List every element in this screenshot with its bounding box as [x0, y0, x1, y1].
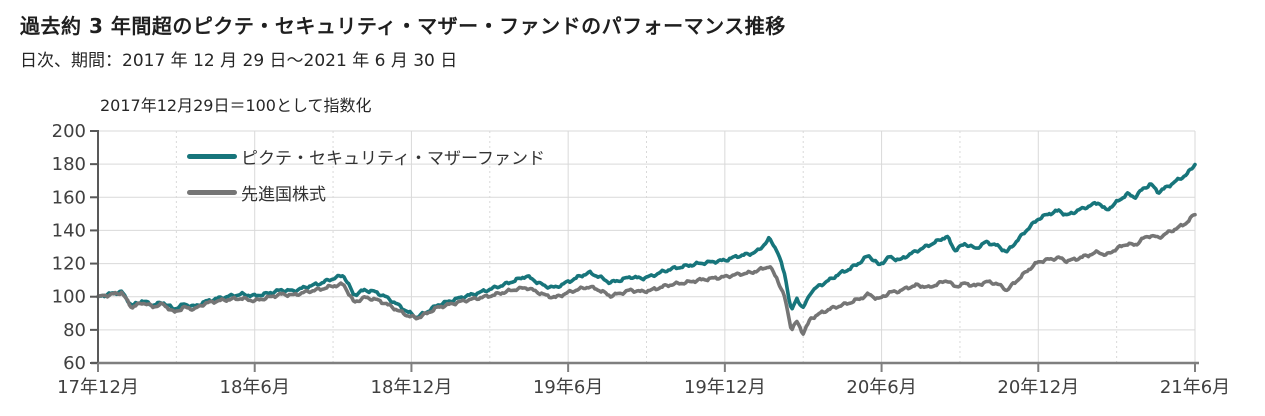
- x-tick-label: 19年6月: [533, 377, 603, 398]
- x-tick-label: 18年6月: [220, 377, 290, 398]
- legend-label-fund: ピクテ・セキュリティ・マザーファンド: [241, 149, 545, 169]
- chart-legend: ピクテ・セキュリティ・マザーファンド 先進国株式: [187, 144, 545, 205]
- x-tick-label: 20年12月: [997, 377, 1079, 398]
- x-tick-label: 19年12月: [684, 377, 766, 398]
- fund-series-line: [96, 162, 1197, 320]
- y-tick-label: 180: [52, 154, 86, 175]
- legend-label-benchmark: 先進国株式: [241, 185, 326, 205]
- y-tick-label: 160: [52, 187, 86, 208]
- x-tick-label: 20年6月: [846, 377, 916, 398]
- benchmark-line-swatch: [187, 190, 237, 195]
- y-tick-label: 200: [52, 121, 86, 142]
- x-tick-label: 21年6月: [1160, 377, 1230, 398]
- fund-line-swatch: [187, 154, 237, 159]
- y-tick-label: 100: [52, 287, 86, 308]
- legend-item-fund: ピクテ・セキュリティ・マザーファンド: [187, 144, 545, 169]
- y-tick-label: 140: [52, 220, 86, 241]
- y-tick-label: 80: [63, 320, 86, 341]
- x-tick-label: 17年12月: [57, 377, 139, 398]
- legend-item-benchmark: 先進国株式: [187, 180, 545, 205]
- x-tick-label: 18年12月: [371, 377, 453, 398]
- benchmark-series-line: [96, 212, 1197, 336]
- y-tick-label: 120: [52, 254, 86, 275]
- page-subtitle: 日次、期間：2017 年 12 月 29 日～2021 年 6 月 30 日: [20, 51, 458, 71]
- index-base-note: 2017年12月29日＝100として指数化: [100, 96, 372, 115]
- y-tick-label: 60: [63, 353, 86, 374]
- page-title: 過去約 3 年間超のピクテ・セキュリティ・マザー・ファンドのパフォーマンス推移: [20, 14, 786, 38]
